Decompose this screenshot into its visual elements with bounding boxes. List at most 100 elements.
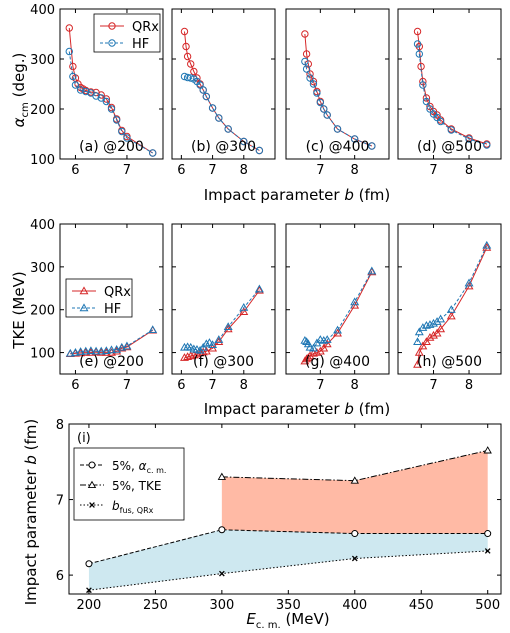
y-tick-label: 200 [30,304,55,319]
data-point [69,72,77,81]
panel-label: (i) [77,431,91,446]
x-tick-label: 400 [342,598,367,613]
x-tick-label: 450 [409,598,434,613]
data-point [319,335,329,344]
y-tick-label: 400 [30,218,55,233]
data-point [482,242,492,251]
panel-label: (b) @300 [191,139,256,155]
data-point [70,347,80,356]
data-point [413,27,422,36]
legend-marker [79,303,89,312]
data-point [224,125,232,133]
x-tick-label: 7 [316,378,324,393]
data-point [464,278,474,287]
y-tick-label: 100 [30,347,55,362]
data-point [86,347,96,356]
data-point [350,135,359,143]
data-point [148,325,158,334]
data-point [413,337,422,346]
data-point [123,134,131,142]
x-tick-label: 8 [351,378,359,393]
data-point [223,324,233,333]
axes-frame [397,223,502,375]
data-point [418,341,428,350]
data-point [97,94,105,102]
axes-frame [68,423,502,595]
x-tick-label: 7 [123,378,131,393]
data-point [422,97,431,106]
legend-frame [93,13,161,53]
data-point [239,307,249,316]
data-point [254,284,264,293]
legend-frame [65,278,133,318]
panel-label: (g) @400 [305,354,370,370]
data-point [351,530,359,538]
data-point [186,351,196,360]
x-tick-label: 7 [123,163,131,178]
panel-2: 6 7 8 (b) @300 [171,8,276,178]
data-point [465,135,473,143]
legend-marker [89,502,95,508]
data-point [198,347,208,356]
panel-1: 6 7 100 200 300 400 (a) @200 [30,3,164,178]
data-point [432,328,442,337]
y-tick-label: 200 [30,103,55,118]
data-point [187,74,195,82]
data-point [413,359,422,368]
data-point [322,335,332,343]
data-point [301,30,309,38]
data-point [240,137,248,146]
data-point [433,111,441,119]
data-point [96,346,106,355]
data-point [426,105,434,113]
panel-label: (d) @500 [417,139,482,155]
data-point [436,314,446,323]
series-line-hf [304,270,373,349]
data-point [208,104,217,112]
x-tick-label: 7 [429,163,437,178]
legend-marker [88,461,96,469]
panel-label: (f) @300 [193,354,254,370]
data-point [208,340,218,349]
data-point [312,347,322,356]
row2-ylabel: TKE (MeV) [10,271,28,349]
x-tick-label: 6 [71,378,79,393]
data-point [350,297,360,306]
row3-xlabel: Ec. m. (MeV) [246,610,329,631]
data-point [101,346,111,355]
data-point [429,330,438,339]
data-point [413,40,422,48]
panel-3: 7 8 (c) @400 [285,8,390,178]
fill-region-2 [221,450,488,534]
data-point [436,324,446,333]
legend-marker [79,286,89,295]
axes-frame [171,223,276,375]
axes-frame [397,8,502,160]
data-point [306,74,314,82]
data-point [183,352,193,361]
data-point [218,526,226,534]
data-point [414,347,424,356]
x-tick-label: 8 [465,378,473,393]
panel-6: 6 7 8 (f) @300 [171,223,276,393]
data-point [201,339,211,348]
row3-ylabel: Impact parameter b (fm) [22,419,40,606]
legend-marker [108,22,116,30]
x-tick-label: 7 [208,378,216,393]
data-point [192,349,202,358]
x-tick-label: 8 [240,378,248,393]
data-point [301,57,309,66]
data-point [350,476,359,484]
data-point [302,65,311,73]
series-line-hf [417,43,487,146]
panel-7: 7 8 (g) @400 [285,223,390,393]
data-point [425,332,435,341]
data-point [183,52,192,61]
data-point [190,67,198,76]
data-point [429,318,438,327]
data-point [421,337,431,346]
legend-marker [87,480,97,488]
data-point [239,302,249,311]
data-point [320,105,328,113]
data-point [300,335,310,344]
